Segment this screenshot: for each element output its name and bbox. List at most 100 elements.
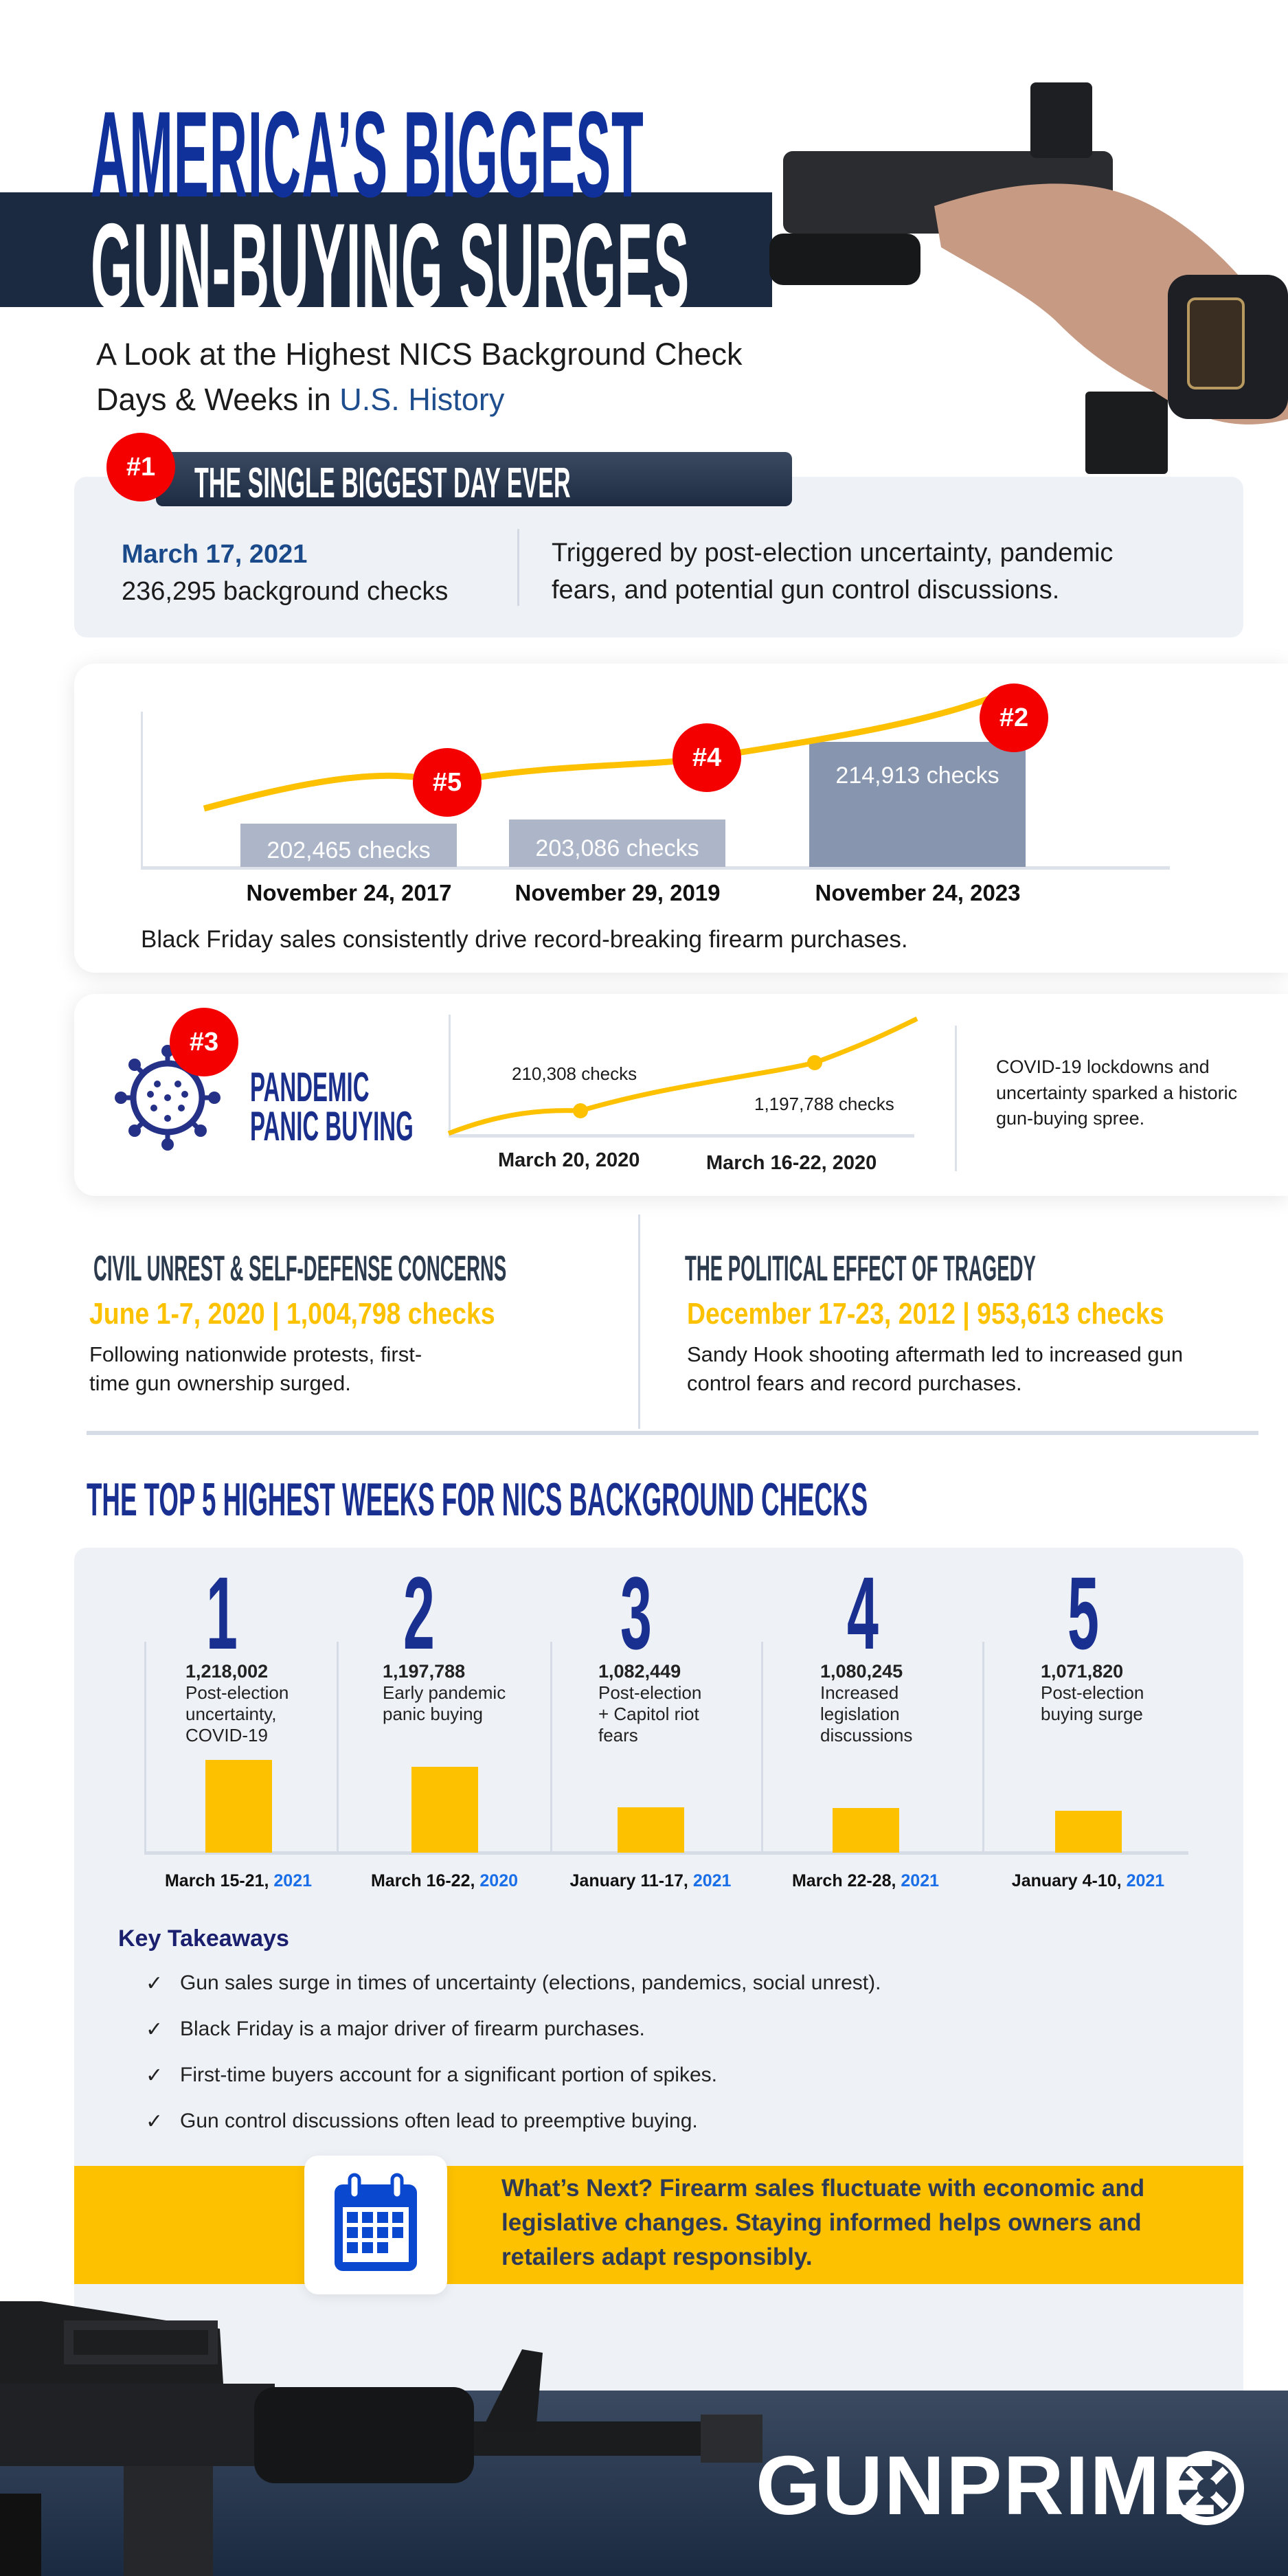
biggest-day-checks: 236,295 background checks	[122, 577, 449, 606]
divider	[955, 1026, 957, 1171]
takeaway-item: First-time buyers account for a signific…	[180, 2064, 717, 2086]
tragedy-body-2: control fears and record purchases.	[687, 1371, 1022, 1395]
tragedy-body-1: Sandy Hook shooting aftermath led to inc…	[687, 1342, 1184, 1366]
column-divider	[144, 1642, 146, 1853]
week-value: 1,080,245	[820, 1661, 903, 1682]
bar-date-label: November 24, 2017	[246, 880, 452, 905]
column-divider	[761, 1642, 763, 1853]
check-icon: ✓	[146, 2018, 163, 2041]
bar-value-label: 203,086 checks	[535, 835, 699, 861]
week-desc: Early pandemic	[383, 1682, 506, 1703]
rank-badge: #2	[980, 683, 1048, 752]
week-value: 1,218,002	[185, 1661, 269, 1682]
top5-baseline	[144, 1851, 1188, 1855]
column-divider	[982, 1642, 984, 1853]
whats-next-line-3: retailers adapt responsibly.	[501, 2244, 813, 2270]
week-info: 1,080,245 Increased legislation discussions	[820, 1661, 912, 1746]
tragedy-stat: December 17-23, 2012 | 953,613 checks	[687, 1297, 1164, 1331]
black-friday-bar: 203,086 checks	[509, 820, 725, 867]
biggest-day-desc-2: fears, and potential gun control discuss…	[552, 576, 1060, 605]
week-info: 1,218,002 Post-election uncertainty, COVID-…	[185, 1661, 289, 1746]
week-value: 1,082,449	[598, 1661, 681, 1682]
check-icon: ✓	[146, 2064, 163, 2087]
week-desc: panic buying	[383, 1704, 483, 1724]
week-year: 2020	[479, 1871, 519, 1890]
bar-value-label: 202,465 checks	[267, 837, 431, 863]
week-desc: legislation	[820, 1704, 900, 1724]
week-year: 2021	[692, 1871, 732, 1890]
week-value: 1,197,788	[383, 1661, 466, 1682]
week-date-range: March 16-22,	[370, 1871, 480, 1890]
whats-next-line-2: legislative changes. Staying informed he…	[501, 2209, 1142, 2236]
point-label-1: 210,308 checks	[512, 1063, 637, 1084]
chart-y-axis	[141, 712, 143, 868]
check-icon: ✓	[146, 1972, 163, 1995]
whats-next-banner	[74, 2166, 1243, 2284]
week-year: 2021	[273, 1871, 313, 1890]
check-icon: ✓	[146, 2110, 163, 2133]
takeaway-item: Black Friday is a major driver of firear…	[180, 2018, 645, 2040]
rank-number: 3	[620, 1555, 652, 1671]
tragedy-heading: THE POLITICAL EFFECT OF TRAGEDY	[685, 1249, 1036, 1289]
divider	[638, 1214, 640, 1429]
gunprime-logo: GUNPRIME	[756, 2439, 1219, 2532]
week-date: March 22-28, 2021	[762, 1871, 969, 1891]
takeaway-item: Gun sales surge in times of uncertainty …	[180, 1971, 881, 1994]
week-date-range: March 15-21,	[164, 1871, 274, 1890]
data-point	[807, 1055, 822, 1070]
week-desc: Post-election	[1041, 1682, 1144, 1703]
pandemic-desc-3: gun-buying spree.	[996, 1108, 1145, 1129]
week-info: 1,082,449 Post-election + Capitol riot fear…	[598, 1661, 701, 1746]
rank-number: 4	[847, 1555, 879, 1671]
pandemic-desc-2: uncertainty sparked a historic	[996, 1083, 1238, 1103]
week-bar	[205, 1760, 272, 1853]
week-info: 1,197,788 Early pandemic panic buying	[383, 1661, 506, 1725]
civil-unrest-body-1: Following nationwide protests, first-	[89, 1342, 422, 1366]
black-friday-bar: 202,465 checks	[240, 824, 457, 867]
whats-next-line-1: What’s Next? Firearm sales fluctuate wit…	[501, 2175, 1145, 2202]
black-friday-trend-line	[203, 695, 991, 812]
bar-value-label: 214,913 checks	[835, 762, 999, 789]
week-desc: + Capitol riot	[598, 1704, 699, 1724]
rank-badge: #4	[673, 723, 741, 792]
week-bar	[411, 1767, 478, 1853]
rank-number: 1	[206, 1555, 238, 1671]
pandemic-title-1: PANDEMIC	[250, 1064, 370, 1110]
week-bar	[618, 1807, 684, 1853]
week-desc: COVID-19	[185, 1725, 268, 1745]
crosshair-logo-icon	[1170, 2451, 1244, 2525]
subtitle-line-2: Days & Weeks in U.S. History	[96, 382, 504, 418]
pandemic-trend-line	[447, 1016, 918, 1136]
civil-unrest-stat: June 1-7, 2020 | 1,004,798 checks	[89, 1297, 495, 1331]
week-desc: fears	[598, 1725, 638, 1745]
week-date-range: January 11-17,	[569, 1871, 693, 1890]
week-info: 1,071,820 Post-election buying surge	[1041, 1661, 1144, 1725]
week-year: 2021	[1126, 1871, 1165, 1890]
week-desc: discussions	[820, 1725, 913, 1745]
divider	[517, 529, 519, 606]
mini-chart-baseline	[449, 1134, 914, 1138]
subtitle-highlight: U.S. History	[339, 382, 505, 417]
week-year: 2021	[901, 1871, 940, 1890]
pandemic-card	[74, 994, 1288, 1196]
biggest-day-date: March 17, 2021	[122, 540, 308, 569]
column-divider	[337, 1642, 339, 1853]
week-date: January 11-17, 2021	[547, 1871, 754, 1891]
calendar-icon	[335, 2173, 417, 2271]
rank-number: 2	[403, 1555, 435, 1671]
top5-heading: THE TOP 5 HIGHEST WEEKS FOR NICS BACKGRO…	[87, 1473, 868, 1526]
week-date: March 16-22, 2020	[341, 1871, 547, 1891]
black-friday-card	[74, 664, 1288, 973]
week-desc: Post-election	[185, 1682, 289, 1703]
title-line-1: AMERICA’S BIGGEST	[91, 86, 644, 223]
title-band	[0, 192, 772, 307]
pandemic-desc-1: COVID-19 lockdowns and	[996, 1057, 1210, 1077]
civil-unrest-body-2: time gun ownership surged.	[89, 1371, 351, 1395]
pistol-hand-image	[769, 82, 1288, 474]
rank-number: 5	[1067, 1555, 1099, 1671]
subtitle-line-1: A Look at the Highest NICS Background Ch…	[96, 337, 743, 372]
biggest-day-header-bar	[156, 452, 792, 506]
takeaways-heading: Key Takeaways	[118, 1925, 289, 1952]
week-bar	[1055, 1811, 1122, 1853]
bar-date-label: November 24, 2023	[815, 880, 1021, 905]
